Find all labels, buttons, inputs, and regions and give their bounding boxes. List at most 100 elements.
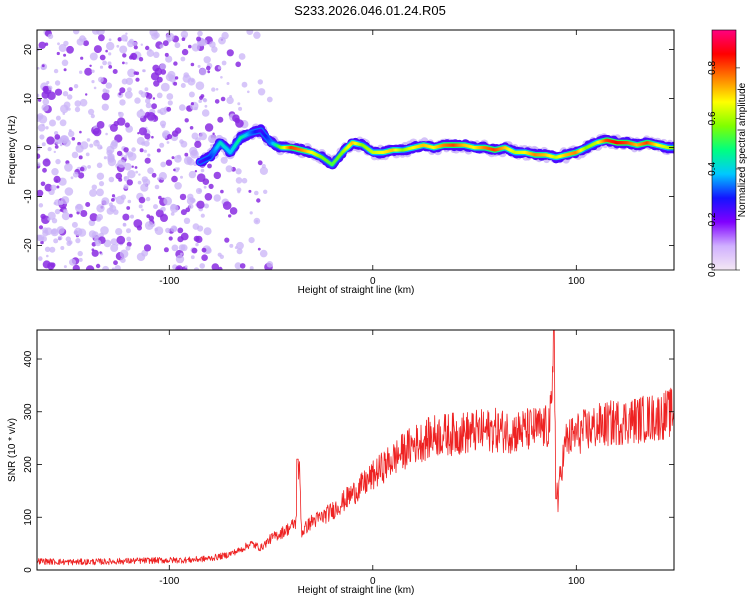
noise-blob [180,175,183,179]
noise-blob [63,138,71,147]
noise-blob [135,77,140,82]
spectrogram-x-ticks: -100 0 100 [159,30,585,287]
noise-blob [166,141,170,144]
noise-blob [184,152,189,157]
noise-blob [105,82,113,89]
noise-blob [58,44,67,52]
noise-blob [208,134,217,144]
colorbar-tick-label: 0.6 [707,111,718,125]
noise-blob [191,43,200,52]
snr-y-tick-label: 300 [23,403,34,420]
spectrogram-ridge [195,123,674,170]
noise-blob [142,69,146,73]
noise-blob [125,61,128,65]
noise-blob [247,90,250,94]
spectrogram-y-ticks: -20 -10 0 10 20 [23,44,674,253]
snr-panel: -100 0 100 0 100 200 300 400 Height of straigh… [7,329,675,596]
noise-blob [238,53,246,60]
noise-blob [140,43,143,46]
spectrogram-x-tick-label: 100 [568,276,585,287]
noise-blob [153,80,160,87]
spectrogram-x-tick-label: -100 [159,276,179,287]
snr-x-tick-label: 0 [370,576,376,587]
noise-blob [190,149,199,159]
noise-blob [109,204,117,213]
noise-blob [229,207,238,215]
noise-blob [144,133,151,140]
noise-blob [93,45,102,54]
noise-blob [57,235,63,241]
noise-blob [195,235,203,243]
noise-blob [96,213,103,221]
noise-blob [117,117,126,126]
noise-blob [163,247,169,253]
noise-blob [228,214,232,218]
noise-blob [257,79,263,85]
noise-blob [208,183,214,189]
page-title: S233.2026.046.01.24.R05 [294,3,446,18]
colorbar-tick-label: 0.2 [707,212,718,226]
noise-blob [200,168,205,173]
noise-blob [234,262,242,270]
noise-blob [213,194,221,202]
noise-blob [102,88,108,93]
noise-blob [125,32,128,35]
noise-blob [160,82,170,92]
noise-blob [73,30,80,35]
noise-blob [113,260,118,266]
noise-blob [42,85,49,93]
noise-blob [159,142,165,148]
noise-blob [198,189,202,193]
colorbar-gradient [712,30,736,270]
noise-blob [143,115,147,119]
noise-blob [53,68,59,74]
noise-blob [152,97,156,100]
noise-blob [211,263,220,270]
noise-blob [77,172,85,179]
noise-blob [85,202,91,207]
noise-blob [53,238,59,244]
noise-blob [171,244,179,252]
noise-blob [145,45,150,51]
spectrogram-y-tick-label: 20 [23,44,34,56]
noise-blob [37,162,41,167]
noise-blob [186,157,193,163]
noise-blob [241,177,248,184]
noise-blob [126,236,132,242]
noise-blob [42,98,50,106]
noise-blob [90,114,95,119]
noise-blob [218,36,226,45]
noise-blob [42,167,47,173]
noise-blob [40,181,46,187]
noise-blob [78,257,83,262]
colorbar: 0.0 0.2 0.4 0.6 0.8 Normalized spectral ampl… [707,29,748,277]
noise-blob [59,119,67,127]
noise-blob [171,156,175,160]
noise-blob [204,203,209,209]
noise-blob [63,40,69,47]
noise-blob [80,210,88,217]
noise-blob [96,162,103,169]
snr-y-ticks: 0 100 200 300 400 [23,350,674,573]
noise-blob [37,234,43,241]
noise-blob [56,51,60,56]
noise-blob [235,177,243,184]
noise-blob [49,246,56,253]
noise-blob [108,38,112,42]
noise-blob [177,154,181,159]
noise-blob [226,96,234,105]
noise-blob [177,227,184,234]
noise-blob [60,104,69,114]
noise-blob [64,163,73,172]
noise-blob [95,263,101,269]
noise-blob [165,55,173,63]
noise-blob [37,93,40,98]
noise-blob [91,184,98,190]
noise-blob [144,87,149,92]
noise-blob [143,244,152,252]
noise-blob [102,265,109,270]
noise-blob [154,227,158,232]
noise-blob [195,242,199,247]
noise-blob [106,41,115,51]
noise-blob [116,150,123,157]
